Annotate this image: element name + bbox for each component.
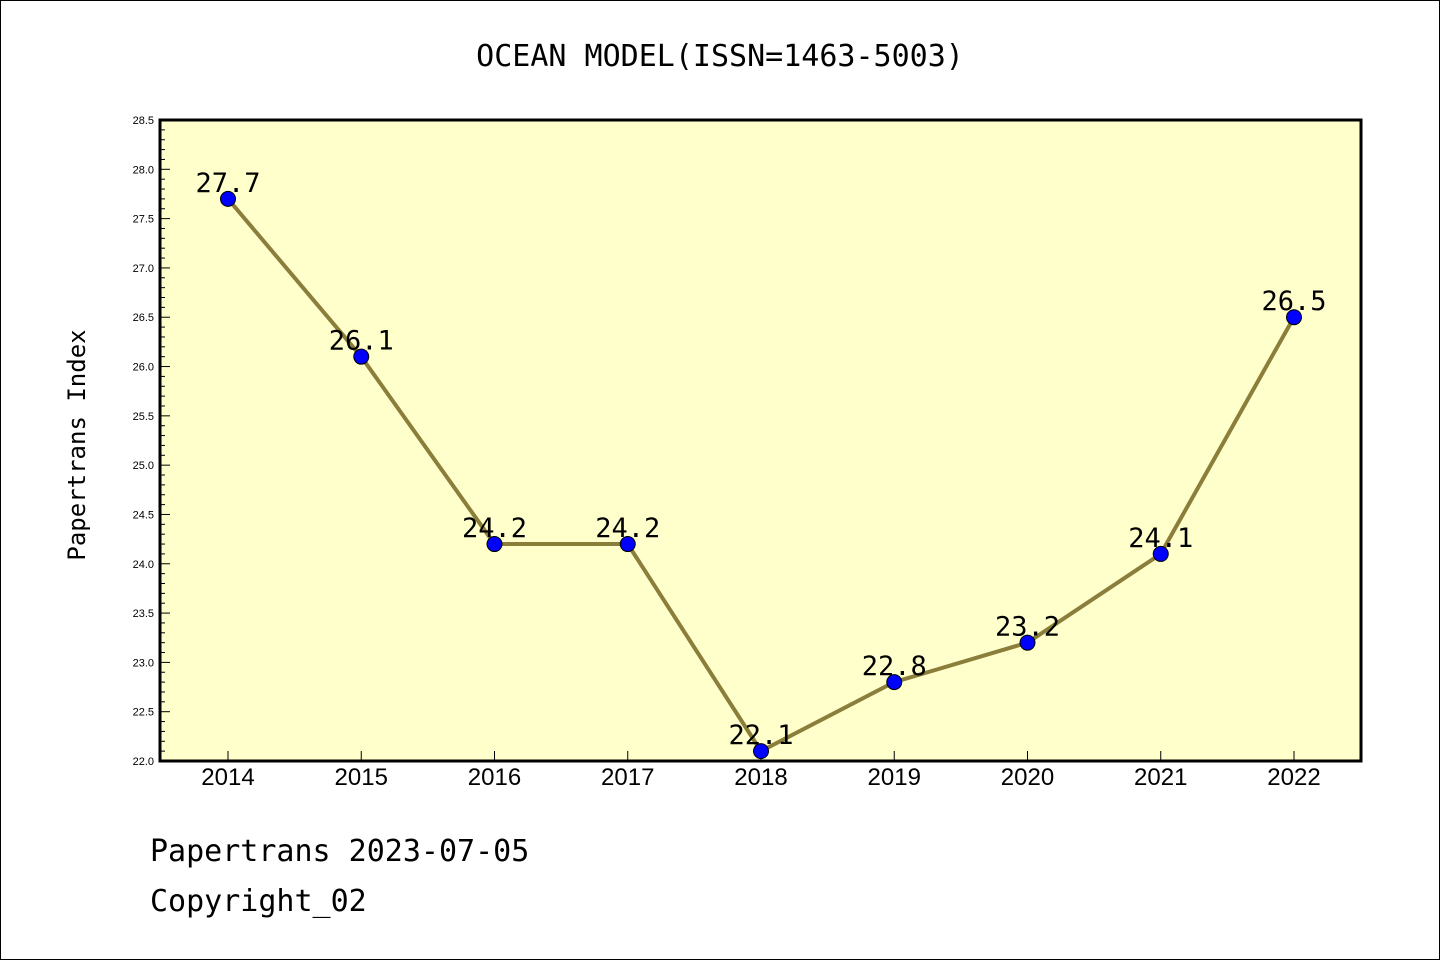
y-tick-label: 27.5 — [133, 214, 154, 226]
data-label: 23.2 — [995, 612, 1060, 643]
y-tick-label: 25.5 — [133, 411, 154, 423]
plot-border — [158, 118, 1363, 763]
y-tick-label: 26.5 — [133, 312, 154, 324]
x-tick-label: 2020 — [1001, 764, 1054, 791]
y-tick-label: 27.0 — [133, 263, 154, 275]
data-point — [753, 743, 769, 760]
data-points — [220, 190, 1302, 760]
data-label: 22.1 — [728, 720, 793, 751]
chart-title: OCEAN MODEL(ISSN=1463-5003) — [476, 39, 964, 74]
x-tick-label: 2018 — [734, 764, 787, 791]
data-label: 24.2 — [595, 513, 660, 544]
data-label: 24.1 — [1128, 523, 1193, 554]
data-point — [486, 536, 503, 553]
data-label: 26.5 — [1261, 286, 1326, 317]
x-tick-label: 2014 — [201, 764, 254, 791]
y-tick-label: 23.0 — [133, 657, 154, 669]
x-tick-label: 2017 — [601, 764, 654, 791]
y-tick-label: 28.5 — [133, 115, 154, 127]
y-tick-labels: 22.0 22.5 23.0 23.5 24.0 24.5 25.0 25.5 26.0 26.5… — [133, 115, 154, 768]
footer-copyright: Copyright_02 — [150, 884, 367, 919]
x-tick-label: 2019 — [868, 764, 921, 791]
y-tick-label: 24.5 — [133, 509, 154, 521]
data-point — [353, 348, 370, 365]
x-tick-label: 2022 — [1267, 764, 1320, 791]
y-tick-label: 26.0 — [133, 362, 154, 374]
footer-date: Papertrans 2023-07-05 — [150, 834, 530, 869]
y-tick-label: 23.5 — [133, 608, 154, 620]
data-label: 26.1 — [329, 326, 394, 357]
y-tick-label: 22.5 — [133, 707, 154, 719]
y-tick-label: 24.0 — [133, 559, 154, 571]
x-tick-label: 2021 — [1134, 764, 1187, 791]
data-point — [1019, 634, 1036, 651]
data-point — [886, 674, 903, 691]
x-tick-labels: 2014 2015 2016 2017 2018 2019 2020 2021 2022 — [201, 764, 1320, 791]
y-tick-label: 25.0 — [133, 460, 154, 472]
data-point — [1286, 309, 1302, 326]
y-tick-label: 28.0 — [133, 164, 154, 176]
plot-area — [160, 120, 1361, 761]
y-tick-label: 22.0 — [133, 756, 154, 768]
x-tick-label: 2015 — [335, 764, 388, 791]
x-tick-label: 2016 — [468, 764, 521, 791]
data-label: 27.7 — [195, 168, 260, 199]
data-labels: 27.7 26.1 24.2 24.2 22.1 22.8 23.2 24.1 26.5 — [195, 168, 1326, 751]
y-axis-label: Papertrans Index — [63, 329, 91, 560]
data-point — [220, 190, 236, 207]
data-point — [1152, 545, 1169, 562]
data-point — [619, 536, 636, 553]
data-label: 22.8 — [862, 651, 927, 682]
data-label: 24.2 — [462, 513, 527, 544]
